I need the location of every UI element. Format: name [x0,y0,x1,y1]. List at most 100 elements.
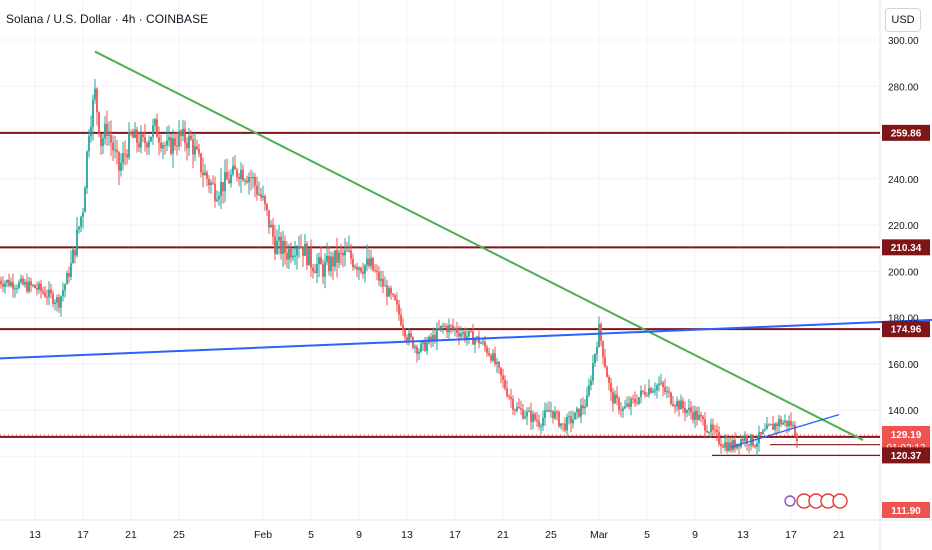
candle-body [250,177,252,179]
candle-body [498,362,500,368]
candle-body [572,419,574,424]
candle-body [54,302,56,305]
candle-body [118,152,120,171]
candle-body [598,323,600,347]
candle-body [700,414,702,417]
candle-body [748,444,750,446]
candle-body [426,342,428,351]
candle-body [318,257,320,265]
candle-body [304,243,306,256]
candle-body [580,405,582,417]
candle-body [538,421,540,427]
candle-body [22,278,24,285]
y-tick-label: 220.00 [888,221,919,232]
x-tick-label: 9 [692,529,698,541]
candle-body [768,424,770,426]
candle-body [368,258,370,267]
y-tick-label: 240.00 [888,175,919,186]
candle-body [2,284,4,287]
candle-body [562,423,564,425]
candle-body [360,267,362,272]
candle-body [166,140,168,146]
candle-body [260,194,262,198]
candle-body [408,333,410,341]
candle-body [286,253,288,260]
candle-body [388,288,390,297]
candle-body [452,325,454,329]
x-tick-label: 9 [356,529,362,541]
candle-body [0,280,2,285]
candle-body [618,398,620,410]
candle-body [214,183,216,201]
current-price-label: 129.19 [891,430,922,441]
candle-body [646,395,648,397]
candle-body [188,135,190,149]
candle-body [226,172,228,180]
level-badge-label: 174.96 [891,325,922,336]
candle-body [300,246,302,248]
candle-body [232,165,234,175]
candle-body [76,229,78,256]
us-flag-icon[interactable] [832,493,848,509]
candle-body [148,141,150,148]
candle-body [252,177,254,179]
x-tick-label: 5 [308,529,314,541]
last-badge [882,502,930,518]
candle-body [136,129,138,143]
candle-body [442,325,444,327]
candle-body [674,405,676,407]
candle-body [268,210,270,228]
y-tick-label: 200.00 [888,267,919,278]
candle-body [612,392,614,404]
candle-body [636,402,638,404]
candle-body [706,430,708,433]
candle-body [704,419,706,431]
candle-body [204,172,206,176]
candle-body [262,195,264,198]
candle-body [50,289,52,294]
candle-body [412,337,414,348]
candle-body [552,410,554,419]
candle-body [296,248,298,256]
candle-body [152,125,154,137]
candle-body [200,153,202,173]
candle-body [140,134,142,148]
candle-body [28,281,30,292]
candle-body [466,336,468,340]
candle-body [600,323,602,342]
candle-body [690,407,692,413]
candle-body [554,411,556,419]
currency-button[interactable]: USD [885,8,921,32]
x-tick-label: 25 [173,529,185,541]
candle-body [310,247,312,268]
candle-body [658,383,660,386]
candle-body [62,290,64,297]
candle-body [256,185,258,195]
candle-body [390,288,392,294]
candle-body [344,250,346,256]
candle-body [86,151,88,189]
candle-body [758,432,760,444]
x-tick-label: 5 [644,529,650,541]
candle-body [684,407,686,413]
candle-body [36,288,38,290]
candle-body [468,331,470,337]
candle-body [192,139,194,155]
candle-body [30,281,32,286]
candle-body [750,434,752,446]
candle-body [160,142,162,149]
candle-body [540,425,542,427]
candle-body [462,332,464,334]
candle-body [470,331,472,333]
candle-body [440,325,442,330]
candle-body [12,282,14,290]
candle-body [766,424,768,430]
lightning-icon[interactable] [784,495,796,507]
candle-body [604,357,606,368]
candle-body [720,444,722,447]
candle-body [14,288,16,290]
candle-body [122,153,124,163]
candle-body [276,240,278,254]
time-axis: 13 17 21 25 Feb 5 9 13 17 21 25 Mar 5 9 13 17 21 [29,529,845,541]
